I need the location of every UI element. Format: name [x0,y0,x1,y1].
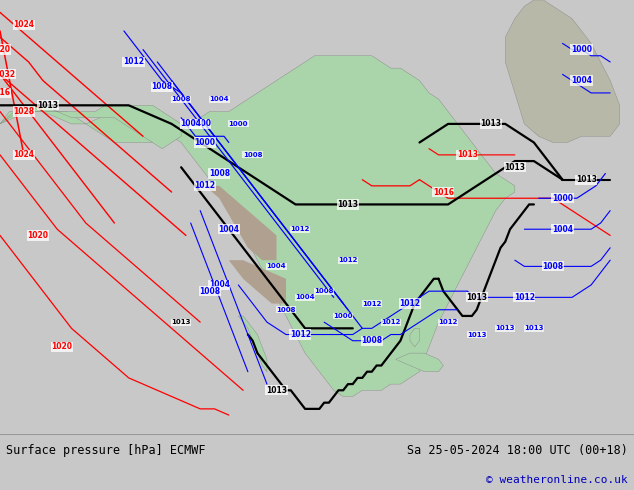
Text: 1004: 1004 [571,76,592,85]
Text: 1004: 1004 [180,120,201,128]
Text: 1008: 1008 [314,288,334,294]
Text: 1024: 1024 [13,20,34,29]
Text: 1012: 1012 [290,226,310,232]
Text: 1013: 1013 [337,200,358,209]
Text: 1012: 1012 [514,293,535,302]
Text: 1000: 1000 [229,121,248,127]
Polygon shape [396,353,443,372]
Text: 1012: 1012 [123,57,144,67]
Text: 1008: 1008 [171,96,191,102]
Text: 1012: 1012 [381,319,401,325]
Text: 1004: 1004 [209,96,229,102]
Text: 1012: 1012 [339,257,358,263]
Text: 1008: 1008 [276,307,296,313]
Text: 1013: 1013 [496,325,515,331]
Polygon shape [205,186,276,260]
Text: 1008: 1008 [152,82,172,91]
Polygon shape [238,316,267,372]
Text: 1008: 1008 [543,262,564,271]
Text: 1000: 1000 [552,194,573,203]
Text: 1012: 1012 [438,319,458,325]
Text: 1032: 1032 [0,70,15,79]
Text: 1013: 1013 [456,150,477,159]
Text: 1028: 1028 [13,107,34,116]
Text: 1004: 1004 [209,280,230,290]
Polygon shape [410,328,420,347]
Text: 1024: 1024 [13,150,34,159]
Text: Sa 25-05-2024 18:00 UTC (00+18): Sa 25-05-2024 18:00 UTC (00+18) [407,444,628,457]
Text: 1008: 1008 [243,152,262,158]
Text: 1004: 1004 [552,225,573,234]
Text: 1020: 1020 [51,343,72,351]
Text: 1000: 1000 [571,45,592,54]
Text: 1016: 1016 [433,188,454,196]
Text: 1004: 1004 [295,294,315,300]
Text: 1000: 1000 [333,313,353,319]
Text: 1008: 1008 [209,169,230,178]
Text: 1013: 1013 [171,319,191,325]
Polygon shape [0,105,181,148]
Text: 1013: 1013 [481,120,501,128]
Text: 1008: 1008 [361,336,382,345]
Text: 1004: 1004 [218,225,239,234]
Text: Surface pressure [hPa] ECMWF: Surface pressure [hPa] ECMWF [6,444,206,457]
Text: 1012: 1012 [290,330,311,339]
Text: 1013: 1013 [466,293,487,302]
Text: 1020: 1020 [28,231,49,240]
Text: 1013: 1013 [504,163,526,172]
Text: 1013: 1013 [266,386,287,395]
Text: 1000: 1000 [190,120,210,128]
Text: © weatheronline.co.uk: © weatheronline.co.uk [486,475,628,485]
Polygon shape [229,260,286,304]
Text: 1016: 1016 [0,88,11,98]
Text: 1012: 1012 [399,299,420,308]
Text: 1020: 1020 [0,45,11,54]
Text: 1012: 1012 [362,300,382,307]
Text: 1008: 1008 [199,287,220,295]
Text: 1000: 1000 [195,138,216,147]
Text: 1013: 1013 [576,175,597,184]
Text: 1013: 1013 [467,332,486,338]
Text: 1013: 1013 [524,325,543,331]
Polygon shape [0,56,515,396]
Text: 1004: 1004 [267,264,287,270]
Text: 1013: 1013 [37,101,58,110]
Polygon shape [505,0,619,143]
Text: 1012: 1012 [195,181,216,190]
